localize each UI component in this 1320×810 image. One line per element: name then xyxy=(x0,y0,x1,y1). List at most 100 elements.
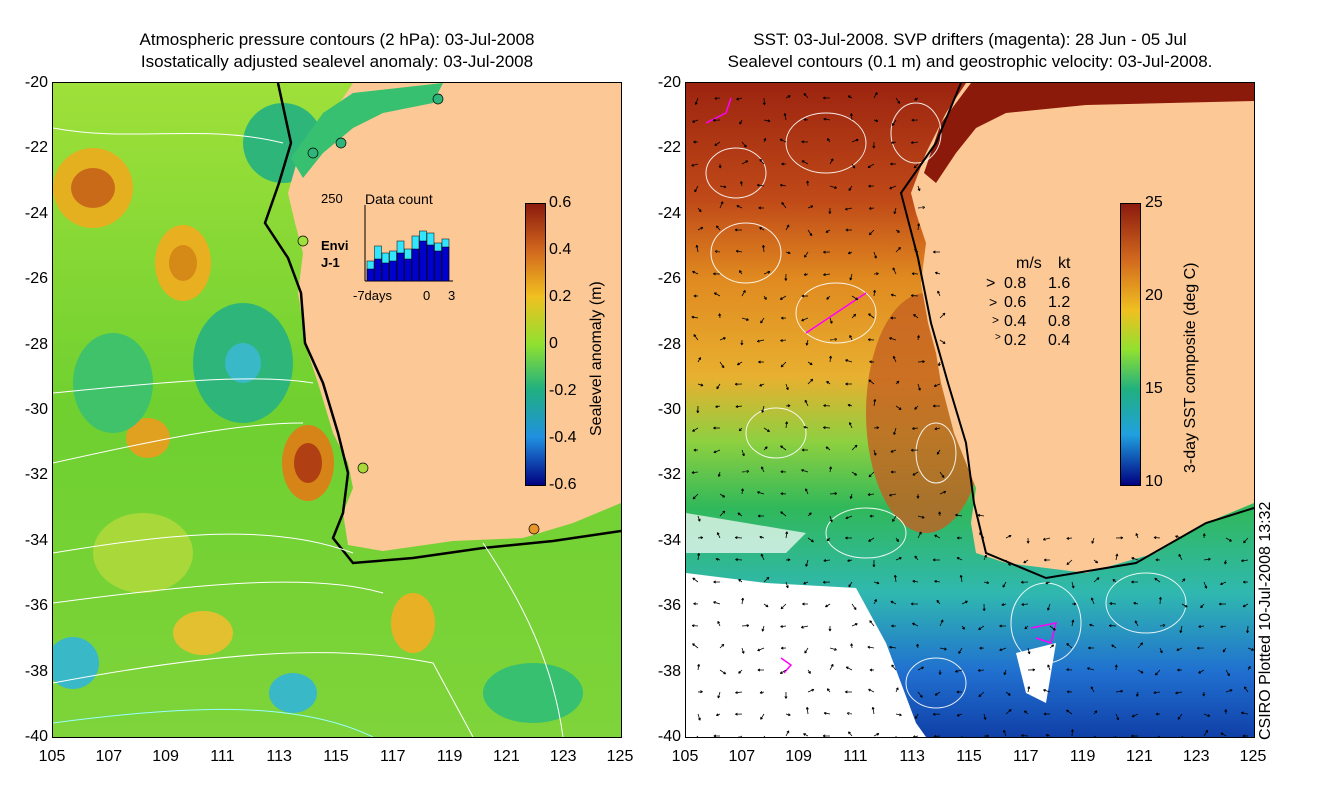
velocity-vector xyxy=(1243,686,1249,693)
velocity-vector xyxy=(933,383,941,387)
velocity-vector xyxy=(873,598,877,605)
y-tick-label: -24 xyxy=(657,204,681,222)
velocity-vector xyxy=(759,383,765,387)
velocity-vector xyxy=(1224,559,1227,565)
velocity-vector xyxy=(1198,625,1205,628)
velocity-vector xyxy=(803,93,809,99)
y-tick-label: -28 xyxy=(24,335,48,353)
velocity-vector xyxy=(785,251,791,255)
velocity-vector xyxy=(1070,729,1074,737)
velocity-vector xyxy=(891,141,897,145)
right-map: m/s kt 0.8 1.6 >0.6 1.2 >0.4 0.8 >0.2 0.4 > xyxy=(685,82,1255,738)
velocity-vector xyxy=(739,119,743,125)
velocity-vector xyxy=(1203,713,1211,717)
right-map-canvas xyxy=(686,83,1254,737)
velocity-vector xyxy=(845,515,853,520)
velocity-vector xyxy=(851,623,858,627)
velocity-vector xyxy=(1241,711,1249,715)
velocity-vector xyxy=(869,668,875,672)
right-colorbar-label: 3-day SST composite (deg C) xyxy=(1182,262,1199,473)
velocity-vector xyxy=(1108,624,1117,628)
velocity-legend-ms: 0.4 xyxy=(1004,313,1027,330)
velocity-vector xyxy=(1071,581,1075,589)
velocity-vector xyxy=(1027,647,1031,655)
velocity-vector xyxy=(826,537,831,542)
velocity-vector xyxy=(693,294,699,298)
velocity-vector xyxy=(1090,597,1095,605)
velocity-vector xyxy=(934,271,941,275)
velocity-vector xyxy=(719,493,726,498)
velocity-vector xyxy=(807,669,811,674)
velocity-vector xyxy=(691,624,699,628)
velocity-vector xyxy=(757,647,765,652)
velocity-vector xyxy=(933,734,941,737)
velocity-vector xyxy=(982,603,986,612)
velocity-vector xyxy=(695,244,699,253)
velocity-vector xyxy=(1203,729,1209,737)
velocity-vector xyxy=(845,228,853,232)
x-tick-label: 125 xyxy=(606,748,634,765)
velocity-vector xyxy=(1043,688,1051,693)
velocity-vector xyxy=(780,624,787,628)
velocity-vector xyxy=(741,449,745,457)
velocity-vector xyxy=(956,713,963,717)
x-tick-label: 117 xyxy=(1013,748,1039,765)
velocity-vector xyxy=(714,96,721,100)
y-tick-label: -22 xyxy=(657,139,681,157)
colorbar-tick-label: 25 xyxy=(1145,194,1163,211)
velocity-vector xyxy=(1155,735,1161,737)
velocity-vector xyxy=(872,559,876,568)
velocity-vector xyxy=(912,471,919,476)
velocity-vector xyxy=(1043,712,1051,716)
velocity-vector xyxy=(912,622,919,627)
velocity-vector xyxy=(1021,734,1029,737)
velocity-vector xyxy=(807,512,812,517)
velocity-vector xyxy=(829,466,833,473)
velocity-vector xyxy=(959,574,963,583)
velocity-vector xyxy=(868,537,875,542)
velocity-vector xyxy=(956,557,963,561)
velocity-vector xyxy=(849,273,853,281)
velocity-vector xyxy=(1071,602,1077,606)
velocity-vector xyxy=(697,515,701,522)
velocity-vector xyxy=(1203,557,1211,561)
velocity-vector xyxy=(890,449,897,453)
velocity-vector xyxy=(763,295,767,300)
velocity-vector xyxy=(829,515,833,523)
velocity-vector xyxy=(734,382,743,386)
inset-bar-j1 xyxy=(366,268,375,282)
velocity-vector xyxy=(763,735,766,737)
velocity-vector xyxy=(917,205,926,209)
velocity-vector xyxy=(735,558,743,562)
velocity-vector xyxy=(756,339,765,343)
velocity-arrow-icon: > xyxy=(989,294,998,310)
velocity-vector xyxy=(1066,690,1073,694)
velocity-vector xyxy=(1020,580,1029,584)
velocity-vector xyxy=(697,553,701,561)
velocity-vector xyxy=(807,378,814,385)
velocity-vector xyxy=(958,647,963,654)
velocity-vector xyxy=(891,624,897,628)
velocity-legend-header-ms: m/s xyxy=(1016,255,1042,272)
velocity-vector xyxy=(844,690,853,694)
velocity-legend-ms: 0.6 xyxy=(1004,294,1027,311)
velocity-vector xyxy=(734,536,743,540)
velocity-vector xyxy=(805,488,809,495)
x-tick-label: 109 xyxy=(152,748,179,765)
velocity-vector xyxy=(851,313,857,319)
velocity-vector xyxy=(934,691,941,696)
velocity-vector xyxy=(845,536,853,540)
velocity-vector xyxy=(763,119,771,123)
velocity-vector xyxy=(735,712,743,716)
colorbar-tick-label: 10 xyxy=(1145,473,1163,490)
velocity-vector xyxy=(1045,581,1051,585)
inset-bar-chart xyxy=(364,205,453,282)
velocity-vector xyxy=(977,513,985,517)
velocity-vector xyxy=(785,581,789,589)
velocity-vector xyxy=(804,647,809,654)
velocity-vector xyxy=(1115,689,1124,693)
inset-bar-j1 xyxy=(404,258,412,282)
velocity-vector xyxy=(851,444,858,451)
x-tick-label: 119 xyxy=(1069,748,1096,765)
x-tick-label: 111 xyxy=(843,748,868,765)
